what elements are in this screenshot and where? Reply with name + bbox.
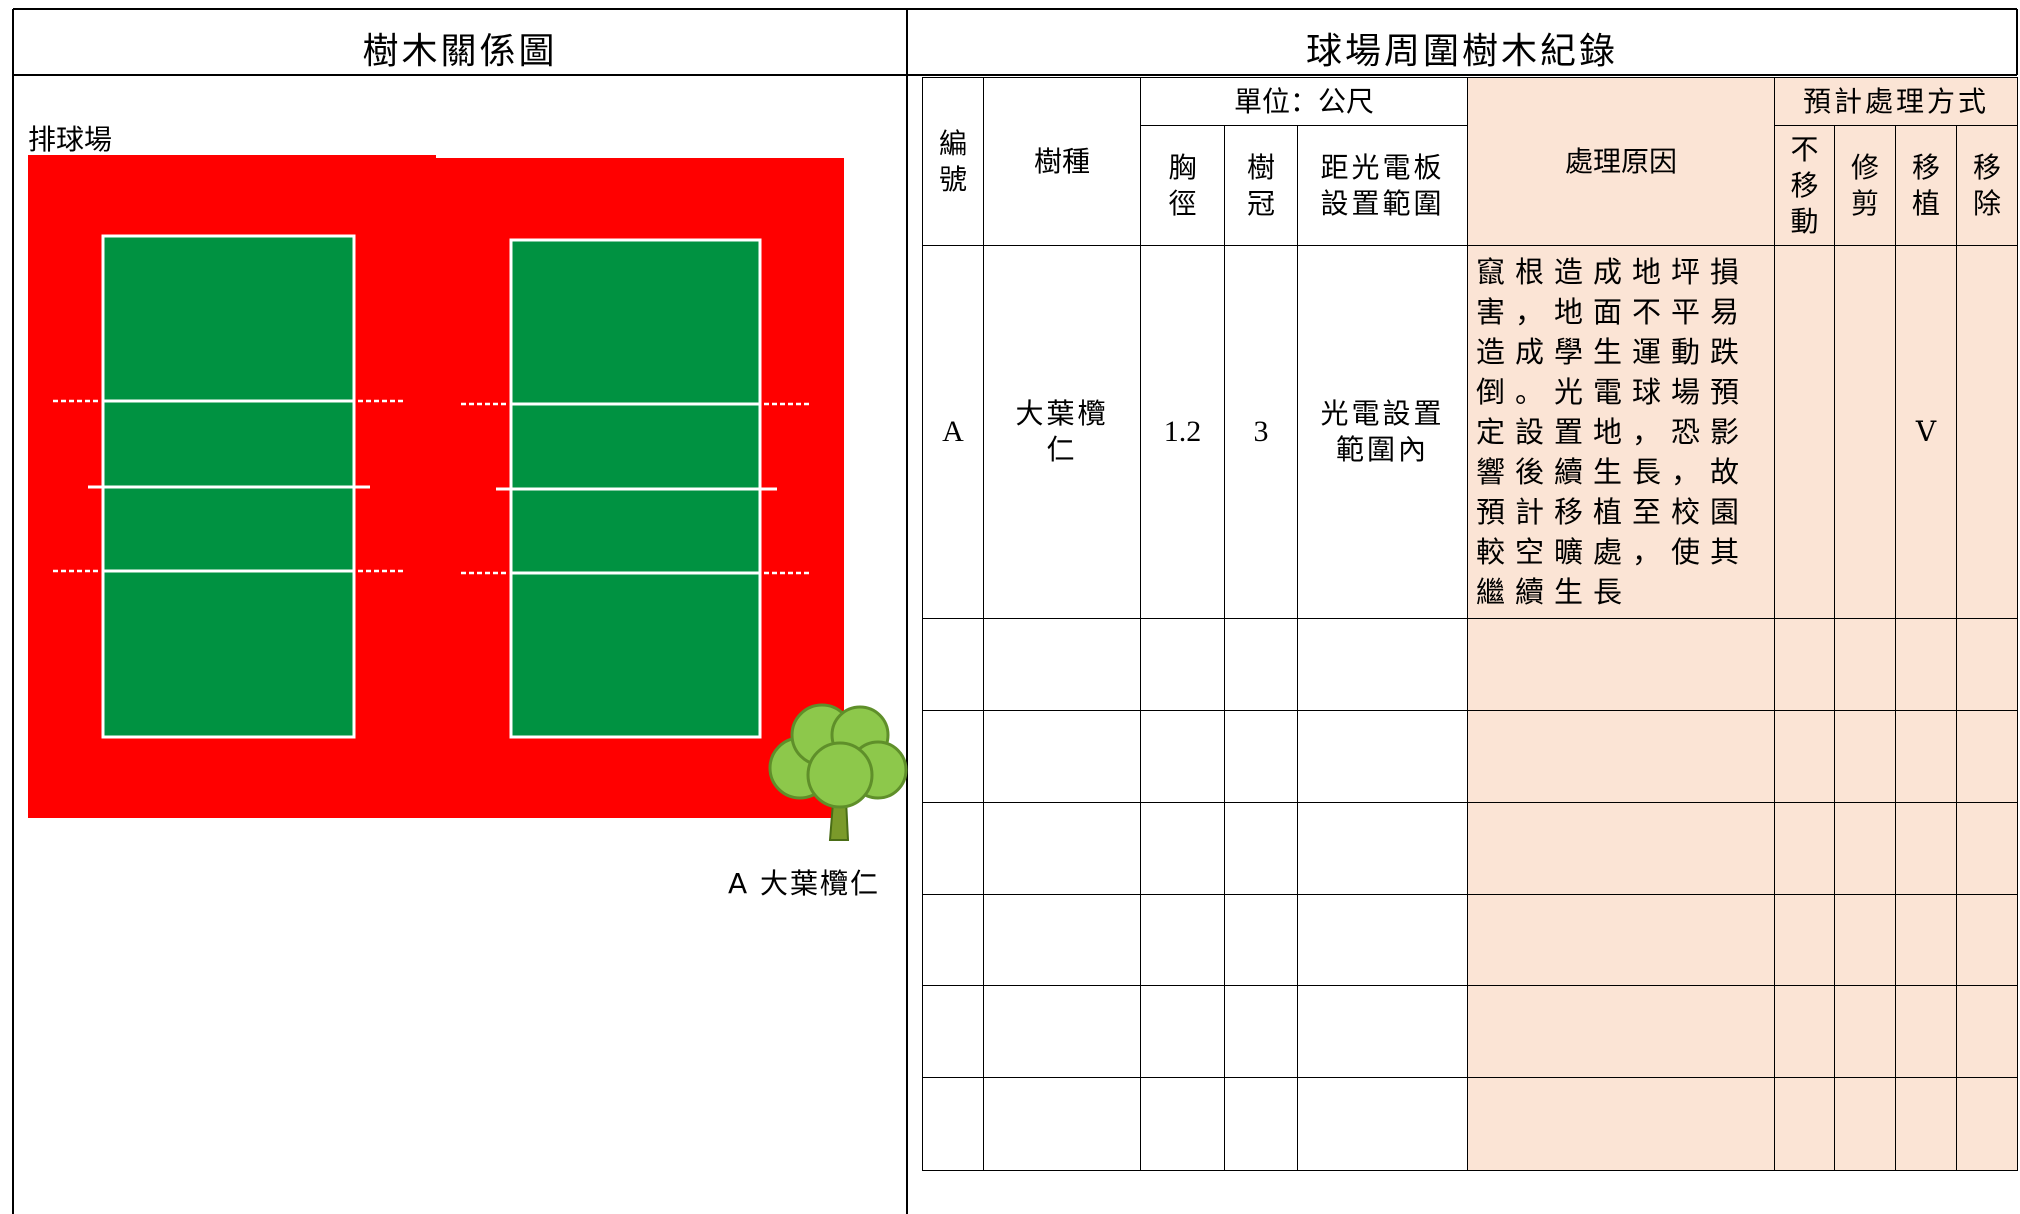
table-cell [1774, 985, 1835, 1078]
header-cell: 修剪 [1834, 125, 1896, 246]
table-cell [1834, 1077, 1896, 1171]
table-cell [1140, 618, 1225, 711]
table-cell: 3 [1224, 245, 1298, 619]
table-cell [1224, 1077, 1298, 1171]
table-cell [1834, 894, 1896, 986]
panel-title: 樹木關係圖 [362, 31, 558, 72]
header-cell: 處理原因 [1467, 77, 1775, 246]
table-cell [983, 985, 1141, 1078]
table-cell [1297, 710, 1468, 803]
tree-icon [768, 703, 908, 841]
table-cell [1297, 618, 1468, 711]
table-cell [1467, 618, 1775, 711]
table-cell [1297, 1077, 1468, 1171]
table-cell [1834, 618, 1896, 711]
panel-title: 球場周圍樹木紀錄 [1305, 31, 1618, 72]
table-cell [1895, 618, 1957, 711]
table-cell [1467, 710, 1775, 803]
table-cell [922, 710, 984, 803]
table-cell [983, 618, 1141, 711]
table-cell [1297, 894, 1468, 986]
table-cell [1467, 802, 1775, 895]
table-cell [1955, 245, 2019, 619]
table-cell [1955, 710, 2019, 803]
table-cell [1774, 802, 1835, 895]
table-cell [922, 894, 984, 986]
table-cell [922, 1077, 984, 1171]
header-cell: 不移動 [1774, 125, 1835, 246]
table-cell [1895, 710, 1957, 803]
table-cell [1224, 618, 1298, 711]
header-cell: 胸徑 [1140, 125, 1225, 246]
table-cell [1467, 985, 1775, 1078]
table-cell [1774, 710, 1835, 803]
header-cell: 單位：公尺 [1140, 77, 1468, 126]
table-cell [1467, 894, 1775, 986]
table-cell [983, 710, 1141, 803]
table-row [922, 985, 2019, 1078]
table-cell [1140, 985, 1225, 1078]
court-label: 排球場 [28, 123, 113, 156]
header-cell: 樹冠 [1224, 125, 1298, 246]
header-cell: 移植 [1895, 125, 1957, 246]
table-row [922, 710, 2019, 803]
table-cell [1224, 894, 1298, 986]
table-cell [1834, 985, 1896, 1078]
table-cell [1955, 1077, 2019, 1171]
table-cell [922, 985, 984, 1078]
table-cell [1895, 894, 1957, 986]
table-row [922, 802, 2019, 895]
table-cell [1297, 985, 1468, 1078]
table-cell [1297, 802, 1468, 895]
table-cell: 1.2 [1140, 245, 1225, 619]
table-cell [1955, 985, 2019, 1078]
table-cell [1834, 245, 1896, 619]
table-cell [983, 1077, 1141, 1171]
table-row [922, 618, 2019, 711]
table-cell [1224, 985, 1298, 1078]
tree-label: A 大葉欖仁 [728, 867, 881, 900]
table-cell [1140, 1077, 1225, 1171]
table-cell [1224, 802, 1298, 895]
table-cell: A [922, 245, 984, 619]
table-cell [1140, 802, 1225, 895]
table-row: A 大葉欖仁 1.2 3 光電設置範圍內 竄根造成地坪損害，地面不平易造成學生運動跌倒。光… [922, 245, 2019, 619]
table-cell [1774, 894, 1835, 986]
header-cell: 樹種 [983, 77, 1141, 246]
table-cell [1834, 710, 1896, 803]
table-cell [1955, 618, 2019, 711]
table-cell [1895, 802, 1957, 895]
table-cell [983, 894, 1141, 986]
table-cell: 大葉欖仁 [983, 245, 1141, 619]
table-cell [1895, 985, 1957, 1078]
header-cell: 編號 [922, 77, 984, 246]
header-cell: 距光電板設置範圍 [1297, 125, 1468, 246]
table-row [922, 894, 2019, 986]
table-cell [1895, 1077, 1957, 1171]
table-cell [1955, 802, 2019, 895]
table-cell [1774, 618, 1835, 711]
table-cell [983, 802, 1141, 895]
table-cell [1955, 894, 2019, 986]
table-cell: 竄根造成地坪損害，地面不平易造成學生運動跌倒。光電球場預定設置地，恐影響後續生長… [1467, 245, 1775, 619]
header-cell: 預計處理方式 [1773, 77, 2019, 126]
table-row [922, 1077, 2019, 1171]
table-cell [1224, 710, 1298, 803]
table-cell [922, 618, 984, 711]
table-cell [1834, 802, 1896, 895]
table-cell [1467, 1077, 1775, 1171]
table-cell [922, 802, 984, 895]
table-cell: 光電設置範圍內 [1297, 245, 1468, 619]
header-cell: 移除 [1955, 125, 2019, 246]
table-cell [1140, 894, 1225, 986]
table-cell: V [1895, 245, 1957, 619]
table-cell [1774, 245, 1835, 619]
table-cell [1774, 1077, 1835, 1171]
record-table: 編號 樹種 單位：公尺 處理原因 預計處理方式 胸徑 樹冠 距光電板設置範圍 不… [922, 77, 2019, 1171]
table-cell [1140, 710, 1225, 803]
